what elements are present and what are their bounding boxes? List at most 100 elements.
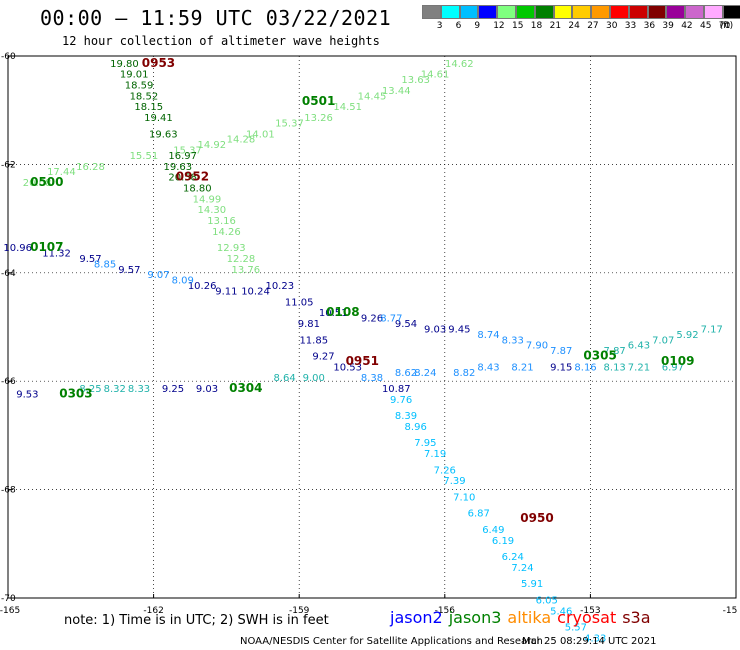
swh-value-label: 8.33 — [502, 335, 524, 346]
swh-value-label: 9.76 — [390, 395, 412, 406]
swh-value-label: 8.64 — [274, 373, 296, 384]
swh-value-label: 9.15 — [550, 362, 572, 373]
swh-value-label: 8.09 — [172, 276, 194, 287]
y-tick-label: -60 — [1, 52, 16, 62]
swh-value-label: 20.58 — [168, 173, 197, 184]
swh-value-label: 8.82 — [453, 368, 475, 379]
swh-value-label: 9.53 — [16, 389, 38, 400]
colorbar-tick-label: 18 — [530, 21, 543, 31]
colorbar — [422, 5, 740, 19]
swh-value-label: 7.21 — [628, 362, 650, 373]
swh-value-label: 14.92 — [198, 140, 227, 151]
swh-value-label: 10.24 — [241, 286, 270, 297]
colorbar-tick-label: 70 — [718, 21, 731, 31]
swh-value-label: 7.24 — [511, 563, 533, 574]
pass-time-label: 0950 — [520, 511, 553, 525]
colorbar-swatch — [722, 5, 740, 19]
colorbar-swatch — [609, 5, 629, 19]
y-tick-label: -64 — [1, 269, 16, 279]
swh-value-label: 8.33 — [128, 384, 150, 395]
swh-value-label: 8.21 — [511, 362, 533, 373]
y-tick-label: -68 — [1, 486, 16, 496]
swh-value-label: 14.99 — [193, 194, 222, 205]
swh-value-label: 6.87 — [468, 509, 490, 520]
swh-value-label: 14.01 — [246, 129, 275, 140]
swh-value-label: 14.62 — [445, 59, 474, 70]
colorbar-swatch — [515, 5, 535, 19]
pass-time-label: 0109 — [661, 354, 694, 368]
swh-value-label: 11.05 — [285, 297, 314, 308]
swh-value-label: 10.53 — [333, 362, 362, 373]
swh-value-label: 13.63 — [401, 75, 430, 86]
x-tick-label: -159 — [289, 606, 310, 616]
colorbar-tick-label: 6 — [455, 21, 462, 31]
swh-value-label: 8.16 — [574, 362, 596, 373]
swh-value-label: 13.76 — [231, 265, 260, 276]
swh-value-label: 14.51 — [333, 102, 362, 113]
swh-value-label: 8.62 — [395, 368, 417, 379]
colorbar-tick-label: 15 — [512, 21, 524, 31]
swh-value-label: 15.37 — [173, 146, 202, 157]
swh-value-label: 5.92 — [676, 330, 698, 341]
x-tick-label: -156 — [435, 606, 456, 616]
swh-value-label: 19.41 — [144, 113, 173, 124]
colorbar-tick-label: 27 — [587, 21, 599, 31]
swh-value-label: 9.57 — [118, 265, 140, 276]
swh-value-label: 6.97 — [662, 362, 684, 373]
swh-value-label: 9.07 — [147, 270, 169, 281]
swh-value-label: 8.96 — [405, 422, 427, 433]
colorbar-tick-label: 36 — [643, 21, 656, 31]
swh-value-label: 7.17 — [701, 324, 723, 335]
swh-value-label: 9.27 — [312, 352, 334, 363]
colorbar-tick-label: 30 — [606, 21, 618, 31]
swh-value-label: 16.97 — [168, 151, 197, 162]
colorbar-tick-label: 45 — [700, 21, 712, 31]
credit-text: NOAA/NESDIS Center for Satellite Applica… — [240, 636, 543, 647]
colorbar-tick-label: 12 — [493, 21, 505, 31]
swh-value-label: 9.25 — [162, 384, 184, 395]
pass-time-label: 0953 — [142, 56, 175, 70]
swh-value-label: 10.87 — [382, 384, 411, 395]
swh-value-label: 19.63 — [164, 162, 193, 173]
swh-value-label: 7.19 — [424, 449, 446, 460]
page-subtitle: 12 hour collection of altimeter wave hei… — [62, 34, 380, 48]
y-tick-label: -70 — [1, 594, 16, 604]
swh-value-label: 16.28 — [76, 162, 105, 173]
swh-value-label: 12.93 — [217, 243, 246, 254]
y-tick-label: -62 — [1, 160, 16, 170]
x-tick-label: -162 — [143, 606, 163, 616]
colorbar-swatch — [685, 5, 704, 19]
swh-value-label: 9.11 — [215, 286, 237, 297]
swh-value-label: 7.10 — [453, 492, 475, 503]
swh-value-label: 7.26 — [434, 465, 456, 476]
colorbar-labels: 3 6 9 12 15 18 21 24 27 30 33 36 39 42 45 70 (ft) — [422, 21, 740, 33]
colorbar-swatch — [422, 5, 441, 19]
legend-item-altika: altika — [507, 608, 552, 627]
note-text: note: 1) Time is in UTC; 2) SWH is in fe… — [64, 613, 329, 628]
x-tick-label: -165 — [0, 606, 20, 616]
swh-value-label: 8.13 — [604, 362, 626, 373]
pass-time-label: 0107 — [30, 240, 63, 254]
colorbar-swatch — [647, 5, 667, 19]
colorbar-swatch — [459, 5, 479, 19]
swh-value-label: 9.03 — [424, 324, 446, 335]
swh-value-label: 13.44 — [382, 86, 411, 97]
pass-time-label: 0501 — [302, 94, 335, 108]
swh-value-label: 7.07 — [652, 335, 674, 346]
timestamp-text: Mar 25 08:29:14 UTC 2021 — [522, 636, 657, 647]
colorbar-swatch — [478, 5, 498, 19]
colorbar-tick-label: 9 — [474, 21, 481, 31]
swh-value-label: 5.91 — [521, 579, 543, 590]
swh-value-label: 9.57 — [79, 254, 101, 265]
swh-value-label: 10.26 — [188, 281, 217, 292]
swh-value-label: 18.59 — [125, 81, 154, 92]
pass-time-label: 0952 — [176, 170, 209, 184]
pass-time-label: 0951 — [346, 354, 379, 368]
swh-value-label: 14.45 — [358, 91, 387, 102]
satellite-legend: jason2 jason3 altika cryosat s3a — [390, 608, 657, 627]
colorbar-tick-label: 42 — [681, 21, 693, 31]
swh-value-label: 20.08 — [23, 178, 52, 189]
swh-value-label: 15.37 — [275, 118, 304, 129]
